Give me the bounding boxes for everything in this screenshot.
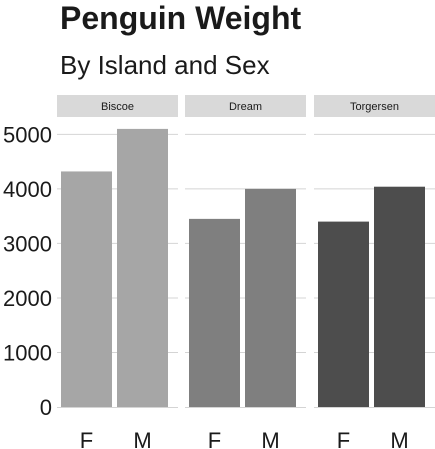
y-tick-label-1: 1000 — [3, 340, 52, 365]
y-tick-label-4: 4000 — [3, 177, 52, 202]
facet-1-x-tick-f: F — [208, 428, 221, 449]
chart-subtitle: By Island and Sex — [60, 50, 270, 80]
facet-1-bar-f — [189, 218, 240, 407]
facet-2-bar-m — [374, 186, 425, 407]
facet-0-strip-label: Biscoe — [101, 101, 134, 113]
facet-0-x-tick-f: F — [80, 428, 93, 449]
chart-title: Penguin Weight — [60, 0, 302, 36]
facet-0-bar-f — [61, 171, 112, 407]
facet-0-strip — [57, 95, 178, 117]
facet-0-x-tick-m: M — [133, 428, 151, 449]
facet-0-bar-m — [117, 128, 168, 408]
y-tick-label-5: 5000 — [3, 122, 52, 147]
facet-1-bar-m — [245, 188, 296, 407]
y-tick-label-2: 2000 — [3, 286, 52, 311]
facet-2-x-tick-m: M — [390, 428, 408, 449]
facet-2-strip-label: Torgersen — [350, 101, 399, 113]
facet-2-strip — [314, 95, 435, 117]
facet-2-bar-f — [318, 221, 369, 407]
facet-1-x-tick-m: M — [261, 428, 279, 449]
y-tick-label-3: 3000 — [3, 231, 52, 256]
y-tick-label-0: 0 — [40, 395, 52, 420]
facet-1-strip — [185, 95, 306, 117]
facet-1-strip-label: Dream — [229, 101, 262, 113]
facet-2-x-tick-f: F — [337, 428, 350, 449]
